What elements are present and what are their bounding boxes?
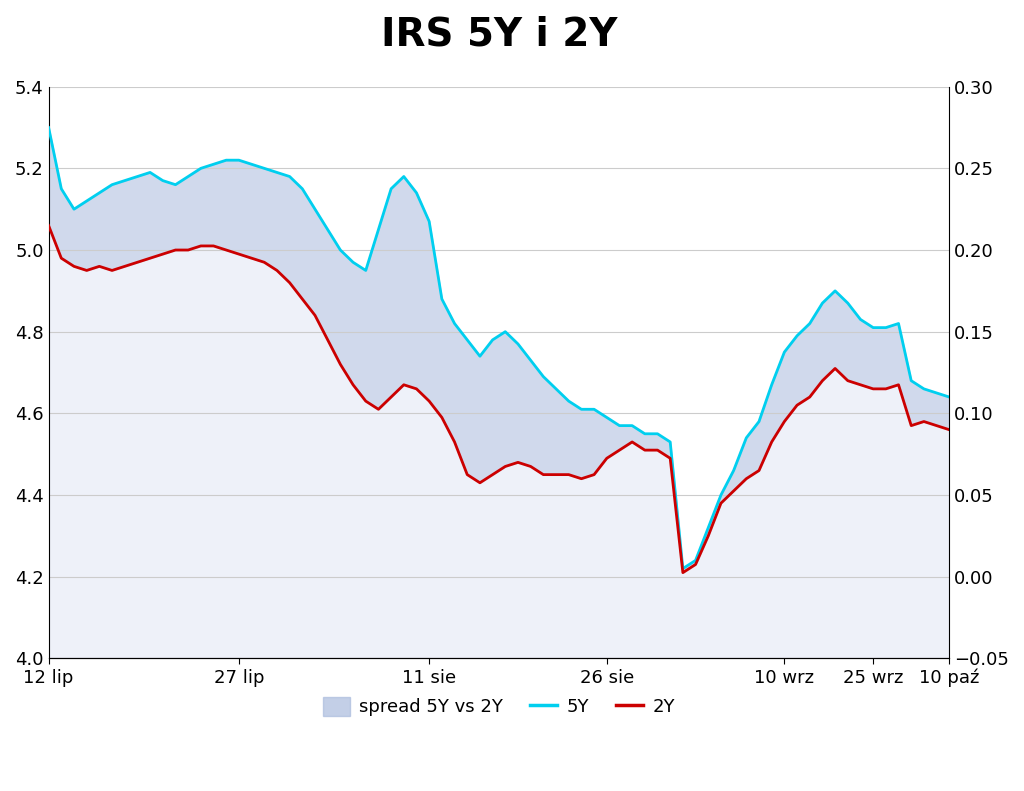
2Y xyxy=(550,470,562,479)
2Y xyxy=(677,568,689,577)
2Y xyxy=(943,425,955,434)
2Y xyxy=(42,221,54,230)
Legend: spread 5Y vs 2Y, 5Y, 2Y: spread 5Y vs 2Y, 5Y, 2Y xyxy=(316,690,682,724)
5Y xyxy=(347,258,359,267)
2Y xyxy=(613,445,626,455)
2Y xyxy=(258,258,270,267)
5Y xyxy=(550,384,562,394)
2Y xyxy=(169,245,181,255)
5Y xyxy=(677,564,689,573)
2Y xyxy=(347,380,359,389)
5Y xyxy=(651,429,664,438)
5Y xyxy=(258,164,270,173)
5Y xyxy=(42,123,54,132)
5Y xyxy=(169,180,181,189)
5Y xyxy=(943,392,955,402)
Title: IRS 5Y i 2Y: IRS 5Y i 2Y xyxy=(381,15,617,53)
5Y xyxy=(613,421,626,430)
Line: 2Y: 2Y xyxy=(48,225,949,573)
2Y xyxy=(651,445,664,455)
Line: 5Y: 5Y xyxy=(48,127,949,569)
